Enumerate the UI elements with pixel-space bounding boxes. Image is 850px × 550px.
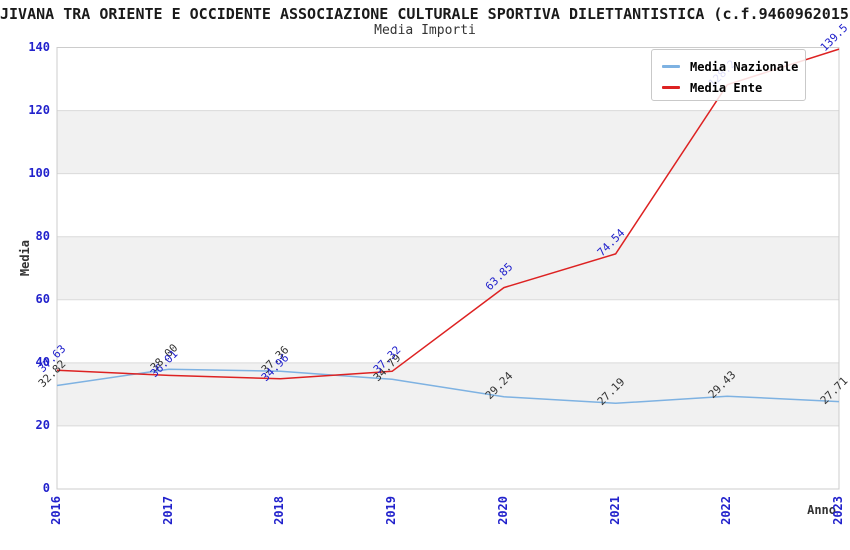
x-axis-title: Anno bbox=[807, 503, 836, 517]
series-line-1 bbox=[56, 48, 840, 380]
x-tick-2016: 2016 bbox=[49, 496, 63, 525]
y-tick-60: 60 bbox=[35, 291, 50, 306]
y-tick-20: 20 bbox=[35, 417, 50, 432]
legend-label: Media Ente bbox=[690, 80, 763, 95]
legend-item-1: Media Ente bbox=[662, 77, 805, 98]
series-line-0 bbox=[56, 368, 840, 405]
y-tick-100: 100 bbox=[28, 165, 50, 180]
x-tick-2021: 2021 bbox=[607, 496, 622, 525]
chart-title: JIVANA TRA ORIENTE E OCCIDENTE ASSOCIAZI… bbox=[0, 5, 850, 23]
legend-swatch-icon bbox=[662, 86, 680, 89]
background-band bbox=[57, 362, 839, 426]
x-tick-2020: 2020 bbox=[495, 496, 510, 525]
y-tick-120: 120 bbox=[28, 102, 50, 117]
legend: Media Nazionale Media Ente bbox=[651, 49, 806, 101]
y-tick-40: 40 bbox=[35, 354, 50, 369]
x-tick-2023: 2023 bbox=[831, 496, 845, 525]
x-tick-2018: 2018 bbox=[272, 496, 287, 525]
chart-subtitle: Media Importi bbox=[374, 23, 476, 38]
y-tick-80: 80 bbox=[35, 228, 50, 243]
legend-item-0: Media Nazionale bbox=[662, 56, 805, 77]
x-tick-2022: 2022 bbox=[719, 496, 734, 525]
x-tick-2019: 2019 bbox=[384, 496, 399, 525]
plot-frame bbox=[56, 47, 840, 490]
y-tick-0: 0 bbox=[42, 481, 50, 495]
y-axis-title: Media bbox=[18, 240, 32, 277]
background-band bbox=[57, 110, 839, 174]
background-band bbox=[57, 236, 839, 300]
y-tick-140: 140 bbox=[28, 39, 50, 54]
legend-label: Media Nazionale bbox=[690, 59, 799, 74]
legend-swatch-icon bbox=[662, 65, 680, 68]
x-tick-2017: 2017 bbox=[160, 496, 175, 525]
